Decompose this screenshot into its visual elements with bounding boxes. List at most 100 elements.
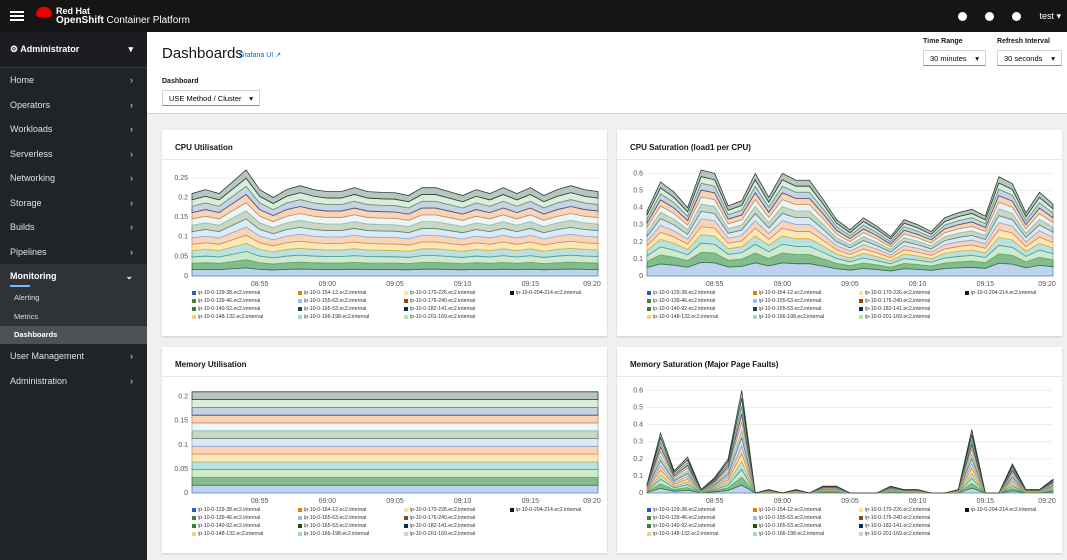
- legend-item[interactable]: ip-10-0-182-141.ec2.internal: [859, 306, 965, 312]
- legend-item[interactable]: ip-10-0-204-214.ec2.internal: [510, 290, 616, 296]
- legend-item[interactable]: ip-10-0-170-226.ec2.internal: [404, 290, 510, 296]
- sidebar-item-pipelines[interactable]: Pipelines ›: [0, 240, 147, 265]
- legend-item[interactable]: ip-10-0-176-240.ec2.internal: [859, 515, 965, 521]
- chart-title: CPU Utilisation: [162, 130, 607, 160]
- legend-label: ip-10-0-139-46.ec2.internal: [653, 298, 716, 304]
- add-icon[interactable]: [985, 11, 995, 21]
- legend-item[interactable]: ip-10-0-139-46.ec2.internal: [192, 515, 298, 521]
- legend-item[interactable]: ip-10-0-166-198.ec2.internal: [298, 314, 404, 320]
- x-tick-label: 09:10: [909, 281, 927, 288]
- legend-item[interactable]: ip-10-0-182-141.ec2.internal: [404, 306, 510, 312]
- brand-logo[interactable]: Red Hat OpenShift Container Platform: [36, 6, 190, 26]
- legend-item[interactable]: ip-10-0-165-53.ec2.internal: [298, 306, 404, 312]
- legend-swatch: [298, 291, 302, 295]
- legend-item[interactable]: ip-10-0-140-92.ec2.internal: [192, 523, 298, 529]
- legend-item[interactable]: ip-10-0-176-240.ec2.internal: [404, 298, 510, 304]
- legend-item[interactable]: ip-10-0-148-132.ec2.internal: [647, 314, 753, 320]
- series-area: [646, 421, 1054, 494]
- legend-item[interactable]: ip-10-0-129-38.ec2.internal: [647, 507, 753, 513]
- legend-item[interactable]: ip-10-0-140-92.ec2.internal: [192, 306, 298, 312]
- legend-item[interactable]: ip-10-0-201-169.ec2.internal: [404, 531, 510, 537]
- legend-item[interactable]: ip-10-0-170-226.ec2.internal: [859, 507, 965, 513]
- legend-item[interactable]: ip-10-0-166-198.ec2.internal: [753, 314, 859, 320]
- legend-swatch: [647, 307, 651, 311]
- help-icon[interactable]: [1012, 11, 1022, 21]
- legend-item[interactable]: ip-10-0-182-141.ec2.internal: [859, 523, 965, 529]
- legend-item[interactable]: ip-10-0-201-169.ec2.internal: [859, 314, 965, 320]
- legend-item[interactable]: ip-10-0-165-53.ec2.internal: [753, 306, 859, 312]
- sidebar-item-workloads[interactable]: Workloads ›: [0, 117, 147, 142]
- x-tick-label: 09:10: [909, 498, 927, 505]
- legend-item[interactable]: ip-10-0-170-226.ec2.internal: [859, 290, 965, 296]
- legend-item[interactable]: ip-10-0-140-92.ec2.internal: [647, 306, 753, 312]
- sidebar-item-monitoring[interactable]: Monitoring ⌄: [0, 264, 147, 289]
- legend-item[interactable]: ip-10-0-139-46.ec2.internal: [192, 298, 298, 304]
- legend-item[interactable]: ip-10-0-129-38.ec2.internal: [647, 290, 753, 296]
- sidebar-item-storage[interactable]: Storage ›: [0, 191, 147, 216]
- y-tick-label: 0.1: [633, 473, 643, 480]
- legend-swatch: [192, 516, 196, 520]
- chart-title: CPU Saturation (load1 per CPU): [617, 130, 1062, 160]
- chart-plot: 0 0.1 0.2 0.3 0.4 0.5 0.6 08:55 09:00 09:05 09:10 0…: [633, 387, 1056, 505]
- sidebar-item-label: Workloads: [10, 124, 53, 135]
- legend-item[interactable]: ip-10-0-148-132.ec2.internal: [647, 531, 753, 537]
- legend-item[interactable]: ip-10-0-176-240.ec2.internal: [404, 515, 510, 521]
- legend-item[interactable]: ip-10-0-204-214.ec2.internal: [965, 290, 1067, 296]
- legend-item[interactable]: ip-10-0-129-38.ec2.internal: [192, 507, 298, 513]
- legend-item[interactable]: ip-10-0-155-63.ec2.internal: [298, 515, 404, 521]
- sidebar-item-serverless[interactable]: Serverless ›: [0, 142, 147, 167]
- perspective-switcher[interactable]: ⚙ Administrator ▾: [0, 32, 147, 68]
- series-area: [646, 169, 1054, 240]
- masthead: Red Hat OpenShift Container Platform tes…: [0, 0, 1067, 32]
- sidebar-subitem-alerting[interactable]: Alerting: [14, 293, 40, 303]
- legend-item[interactable]: ip-10-0-204-214.ec2.internal: [965, 507, 1067, 513]
- x-tick-label: 09:15: [977, 498, 995, 505]
- legend-item[interactable]: ip-10-0-154-12.ec2.internal: [298, 507, 404, 513]
- legend-item[interactable]: ip-10-0-201-169.ec2.internal: [404, 314, 510, 320]
- legend-item[interactable]: ip-10-0-204-214.ec2.internal: [510, 507, 616, 513]
- sidebar-item-networking[interactable]: Networking ›: [0, 166, 147, 191]
- hamburger-menu-icon[interactable]: [10, 9, 24, 23]
- sidebar-item-user-management[interactable]: User Management ›: [0, 344, 147, 369]
- legend-label: ip-10-0-155-63.ec2.internal: [759, 298, 822, 304]
- sidebar-subitem-dashboards[interactable]: Dashboards: [0, 325, 147, 344]
- notifications-icon[interactable]: [958, 11, 968, 21]
- legend-item[interactable]: ip-10-0-176-240.ec2.internal: [859, 298, 965, 304]
- sidebar-item-builds[interactable]: Builds ›: [0, 215, 147, 240]
- legend-item[interactable]: ip-10-0-166-198.ec2.internal: [753, 531, 859, 537]
- legend-item[interactable]: ip-10-0-148-132.ec2.internal: [192, 531, 298, 537]
- legend-item[interactable]: ip-10-0-165-53.ec2.internal: [298, 523, 404, 529]
- sidebar-item-operators[interactable]: Operators ›: [0, 93, 147, 118]
- dashboard-select[interactable]: USE Method / Cluster ▾: [162, 90, 260, 106]
- refresh-interval-select[interactable]: 30 seconds ▾: [997, 50, 1062, 66]
- legend-swatch: [192, 299, 196, 303]
- legend-item[interactable]: ip-10-0-182-141.ec2.internal: [404, 523, 510, 529]
- x-tick-label: 09:00: [319, 281, 337, 288]
- series-area: [191, 438, 599, 447]
- legend-item[interactable]: ip-10-0-170-226.ec2.internal: [404, 507, 510, 513]
- legend-item[interactable]: ip-10-0-154-12.ec2.internal: [298, 290, 404, 296]
- legend-item[interactable]: ip-10-0-155-63.ec2.internal: [753, 298, 859, 304]
- legend-item[interactable]: ip-10-0-201-169.ec2.internal: [859, 531, 965, 537]
- legend-label: ip-10-0-182-141.ec2.internal: [410, 523, 476, 529]
- legend-item[interactable]: ip-10-0-154-12.ec2.internal: [753, 290, 859, 296]
- user-menu[interactable]: test ▾: [1039, 10, 1061, 21]
- legend-item[interactable]: ip-10-0-155-63.ec2.internal: [753, 515, 859, 521]
- legend-item[interactable]: ip-10-0-140-92.ec2.internal: [647, 523, 753, 529]
- legend-item[interactable]: ip-10-0-165-53.ec2.internal: [753, 523, 859, 529]
- sidebar-item-home[interactable]: Home ›: [0, 68, 147, 93]
- legend-label: ip-10-0-129-38.ec2.internal: [198, 290, 261, 296]
- legend-item[interactable]: ip-10-0-148-132.ec2.internal: [192, 314, 298, 320]
- sidebar-subitem-metrics[interactable]: Metrics: [14, 311, 39, 321]
- legend-item[interactable]: ip-10-0-154-12.ec2.internal: [753, 507, 859, 513]
- legend-item[interactable]: ip-10-0-166-198.ec2.internal: [298, 531, 404, 537]
- time-range-select[interactable]: 30 minutes ▾: [923, 50, 986, 66]
- legend-item[interactable]: ip-10-0-139-46.ec2.internal: [647, 515, 753, 521]
- grafana-ui-link[interactable]: Grafana UI ↗: [239, 52, 282, 59]
- legend-item[interactable]: ip-10-0-129-38.ec2.internal: [192, 290, 298, 296]
- legend-item[interactable]: ip-10-0-139-46.ec2.internal: [647, 298, 753, 304]
- sidebar-item-label: Networking: [10, 173, 56, 184]
- legend-item[interactable]: ip-10-0-155-63.ec2.internal: [298, 298, 404, 304]
- sidebar-item-administration[interactable]: Administration ›: [0, 369, 147, 394]
- legend-label: ip-10-0-201-169.ec2.internal: [410, 531, 476, 537]
